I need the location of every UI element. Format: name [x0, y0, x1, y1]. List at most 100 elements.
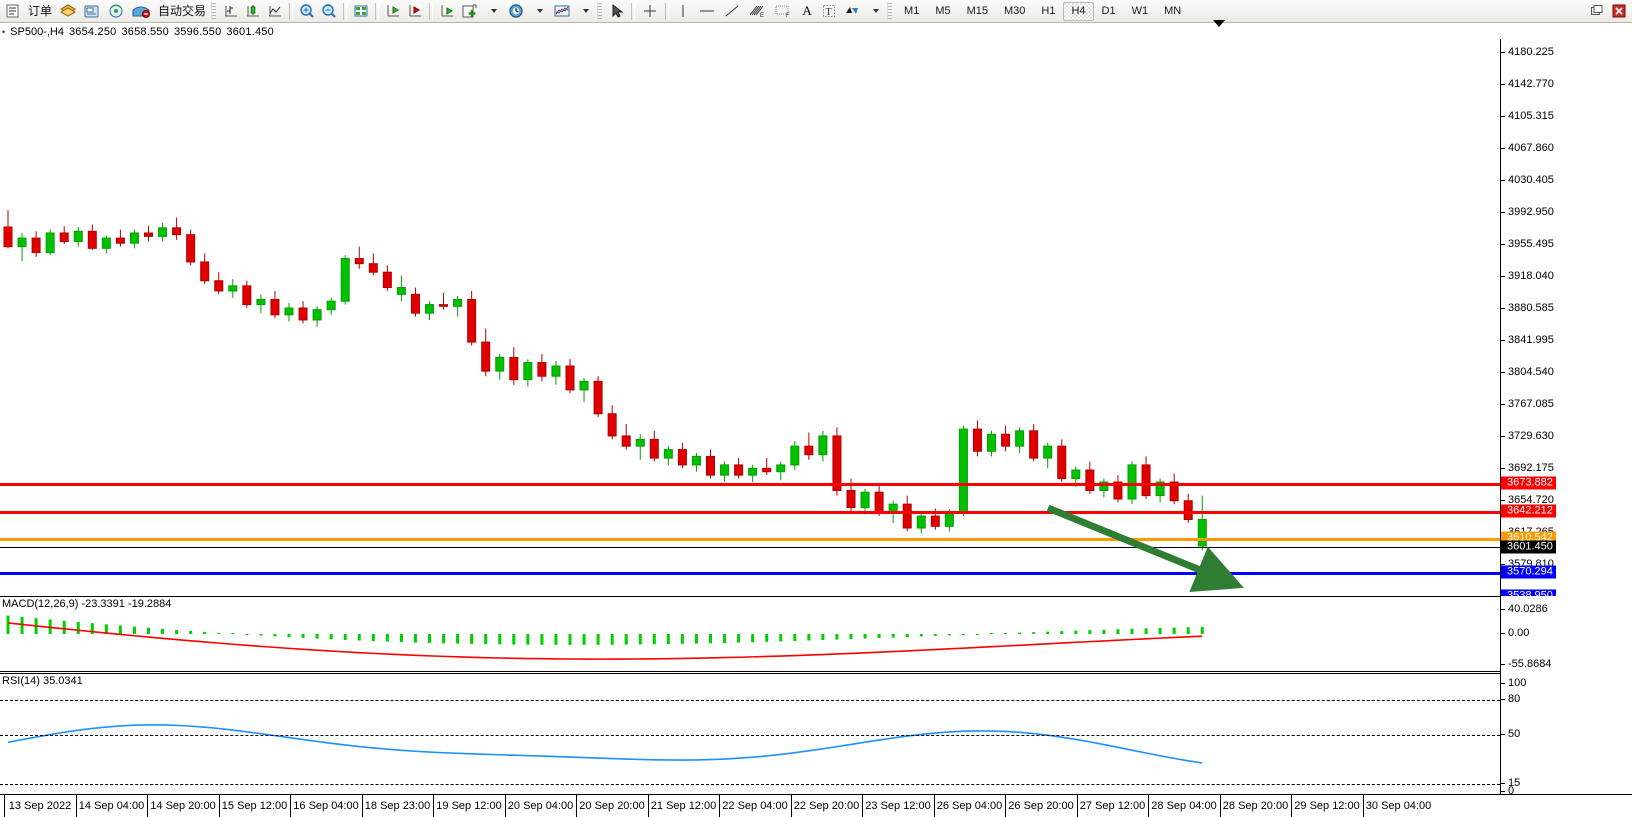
rsi-label: RSI(14) 35.0341 — [2, 675, 83, 687]
macd-label: MACD(12,26,9) -23.3391 -19.2884 — [2, 598, 172, 610]
ohlc-open: 3654.250 — [68, 25, 117, 38]
chart-shift-icon[interactable] — [436, 1, 458, 22]
svg-text:T: T — [826, 7, 832, 18]
window-restore-icon[interactable] — [1586, 1, 1608, 22]
timeframe-button-mn[interactable]: MN — [1164, 5, 1182, 17]
timeframe-button-m15[interactable]: M15 — [966, 5, 988, 17]
toolbar-grip-2[interactable] — [597, 2, 603, 20]
auto-trading-label[interactable]: 自动交易 — [158, 3, 207, 18]
time-separator-5 — [361, 795, 363, 817]
line-chart-icon[interactable] — [264, 1, 286, 22]
time-label-12: 23 Sep 12:00 — [865, 800, 931, 812]
price-tick-3: 4067.860 — [1501, 142, 1554, 154]
indicators-icon[interactable] — [550, 1, 574, 22]
time-separator-9 — [647, 795, 649, 817]
rsi-level-15 — [0, 784, 1500, 785]
time-label-14: 26 Sep 20:00 — [1008, 800, 1074, 812]
level-line-resistance-0[interactable] — [0, 483, 1500, 486]
time-separator-0 — [4, 795, 5, 817]
trendline-icon[interactable] — [720, 1, 744, 22]
crosshair-icon[interactable] — [638, 1, 662, 22]
time-separator-6 — [433, 795, 434, 817]
price-tick-12: 3729.630 — [1501, 430, 1554, 442]
toolbar-separator-3 — [375, 2, 380, 20]
symbol-name: SP500-,H4 — [10, 25, 64, 38]
time-label-1: 14 Sep 04:00 — [78, 800, 145, 812]
rsi-tick-15: 15 — [1501, 777, 1520, 789]
shift-right-icon[interactable] — [382, 1, 404, 22]
level-handle-icon[interactable] — [1500, 569, 1501, 576]
rsi-tick-0: 0 — [1501, 785, 1514, 794]
text-icon[interactable]: A — [802, 3, 812, 18]
price-tag-support-4[interactable]: 3570.294 — [1500, 565, 1556, 579]
grid-icon[interactable] — [350, 1, 372, 22]
arrows-dropdown[interactable] — [864, 1, 886, 22]
time-label-4: 16 Sep 04:00 — [293, 800, 359, 812]
price-tag-resistance-0[interactable]: 3673.882 — [1500, 476, 1556, 490]
price-tag-resistance-1[interactable]: 3642.212 — [1500, 504, 1556, 518]
level-line-pivot-2[interactable] — [0, 538, 1500, 541]
label-icon[interactable]: T — [818, 1, 840, 22]
fibonacci-icon[interactable]: E — [744, 1, 770, 22]
cursor-icon[interactable] — [606, 1, 628, 22]
level-line-support-4[interactable] — [0, 572, 1500, 575]
price-tick-7: 3918.040 — [1501, 270, 1554, 282]
time-label-5: 18 Sep 23:00 — [364, 800, 431, 812]
news-icon[interactable] — [80, 1, 104, 22]
arrows-icon[interactable] — [840, 1, 864, 22]
time-separator-8 — [576, 795, 577, 817]
auto-scroll-icon[interactable] — [404, 1, 426, 22]
wallet-icon[interactable] — [56, 1, 80, 22]
rsi-indicator-pane[interactable]: RSI(14) 35.0341 — [0, 673, 1500, 794]
horizontal-line-icon[interactable] — [694, 1, 720, 22]
time-separator-16 — [1148, 795, 1149, 817]
zoom-in-icon[interactable] — [296, 1, 318, 22]
new-object-icon[interactable] — [458, 1, 482, 22]
macd-indicator-pane[interactable]: MACD(12,26,9) -23.3391 -19.2884 — [0, 596, 1500, 672]
time-axis[interactable]: 13 Sep 2022 14 Sep 04:00 14 Sep 20:00 15 Se… — [0, 794, 1632, 817]
zoom-out-icon[interactable] — [318, 1, 340, 22]
rsi-series — [7, 724, 1203, 764]
price-tag-current-price-3[interactable]: 3601.450 — [1501, 540, 1556, 554]
price-tick-8: 3880.585 — [1501, 302, 1554, 314]
toolbar-grip-3[interactable] — [887, 2, 893, 20]
periodicity-dropdown[interactable] — [528, 1, 550, 22]
time-label-10: 22 Sep 04:00 — [722, 800, 788, 812]
channel-icon[interactable]: F — [770, 1, 796, 22]
timeframe-button-h4[interactable]: H4 — [1063, 1, 1094, 21]
time-label-18: 29 Sep 12:00 — [1294, 800, 1360, 812]
new-object-dropdown[interactable] — [482, 1, 504, 22]
time-separator-1 — [75, 795, 77, 817]
time-separator-3 — [218, 795, 220, 817]
timeframe-button-h1[interactable]: H1 — [1041, 5, 1056, 17]
time-label-13: 26 Sep 04:00 — [936, 800, 1003, 812]
timeframe-group: M1 M5 M15 M30 H1 H4 D1 W1 MN — [896, 1, 1189, 21]
level-line-current-price-3[interactable] — [0, 547, 1500, 548]
time-label-6: 19 Sep 12:00 — [436, 800, 502, 812]
level-line-resistance-1[interactable] — [0, 511, 1500, 514]
level-handle-icon[interactable] — [1500, 480, 1501, 487]
time-label-15: 27 Sep 12:00 — [1079, 800, 1146, 812]
level-handle-icon[interactable] — [1500, 508, 1501, 515]
indicators-dropdown[interactable] — [574, 1, 596, 22]
timeframe-button-w1[interactable]: W1 — [1131, 5, 1149, 17]
timeframe-button-m1[interactable]: M1 — [904, 5, 920, 17]
bar-chart-icon[interactable] — [220, 1, 242, 22]
vertical-line-icon[interactable] — [672, 1, 694, 22]
periodicity-icon[interactable] — [504, 1, 528, 22]
timeframe-button-d1[interactable]: D1 — [1101, 5, 1116, 17]
timeframe-button-m5[interactable]: M5 — [935, 5, 951, 17]
time-label-8: 20 Sep 20:00 — [579, 800, 645, 812]
order-icon[interactable] — [2, 1, 24, 22]
toolbar-separator-1 — [289, 2, 294, 20]
toolbar-separator-5 — [631, 2, 636, 20]
time-separator-7 — [504, 795, 506, 817]
candlestick-icon[interactable] — [242, 1, 264, 22]
price-tick-2: 4105.315 — [1501, 110, 1554, 122]
order-label: 订单 — [28, 3, 53, 18]
timeframe-button-m30[interactable]: M30 — [1004, 5, 1026, 17]
close-icon[interactable] — [1608, 1, 1630, 22]
mailbox-icon[interactable] — [128, 1, 154, 22]
toolbar-grip-1[interactable] — [211, 2, 217, 20]
signal-icon[interactable] — [104, 1, 128, 22]
